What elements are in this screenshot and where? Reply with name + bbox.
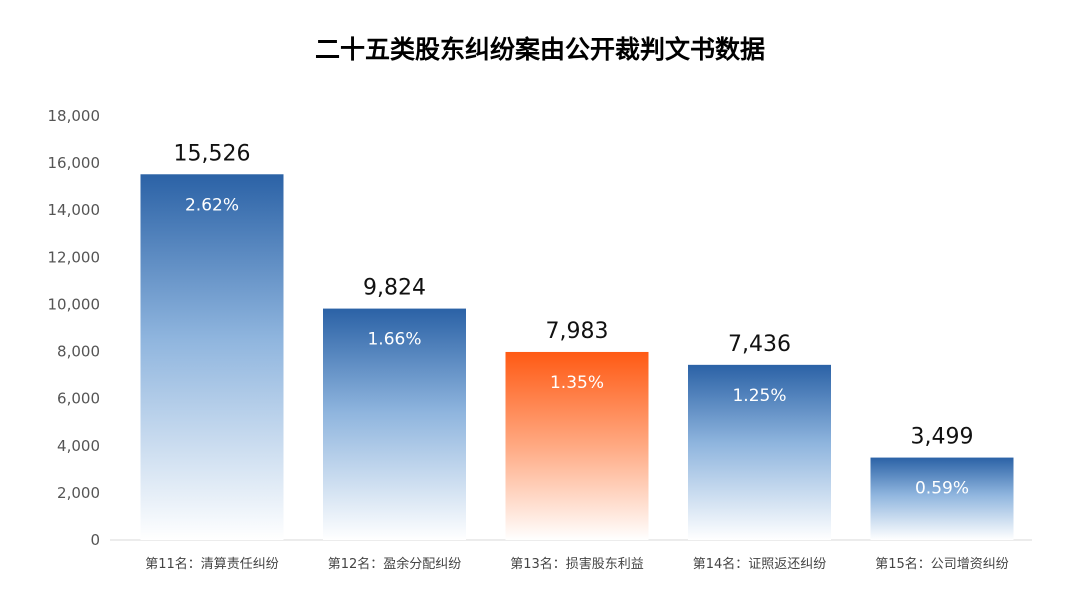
bar bbox=[323, 308, 466, 540]
y-tick-label: 14,000 bbox=[48, 201, 101, 219]
y-tick-label: 16,000 bbox=[48, 154, 101, 172]
bar-value-label: 15,526 bbox=[174, 141, 251, 166]
bar bbox=[870, 457, 1014, 540]
y-axis: 0 2,000 4,000 6,000 8,000 10,000 12,000 14,000 1… bbox=[48, 107, 101, 549]
bar-percent-label: 2.62% bbox=[185, 195, 239, 215]
bar-percent-label: 1.35% bbox=[550, 373, 604, 393]
bar-value-label: 7,983 bbox=[546, 319, 609, 344]
y-tick-label: 0 bbox=[90, 531, 100, 549]
y-tick-label: 8,000 bbox=[57, 343, 100, 361]
bar-percent-label: 0.59% bbox=[915, 479, 969, 499]
x-category-label: 第11名：清算责任纠纷 bbox=[145, 556, 279, 572]
bar-percent-label: 1.25% bbox=[732, 386, 786, 406]
y-tick-label: 6,000 bbox=[57, 390, 100, 408]
x-category-label: 第12名：盈余分配纠纷 bbox=[328, 556, 462, 572]
x-category-label: 第14名：证照返还纠纷 bbox=[693, 556, 827, 572]
bar-value-label: 9,824 bbox=[363, 276, 426, 301]
x-axis: 第11名：清算责任纠纷 第12名：盈余分配纠纷 第13名：损害股东利益 第14名：证照… bbox=[145, 556, 1009, 572]
bar bbox=[140, 174, 284, 541]
bar bbox=[688, 364, 831, 540]
bar-value-label: 7,436 bbox=[728, 332, 791, 357]
y-tick-label: 2,000 bbox=[57, 484, 100, 502]
bar-percent-label: 1.66% bbox=[367, 330, 421, 350]
x-category-label: 第13名：损害股东利益 bbox=[510, 556, 644, 572]
bars: 15,526 2.62% 9,824 1.66% 7,983 1.35% 7,436 1.25… bbox=[140, 141, 1014, 541]
bar bbox=[505, 351, 649, 540]
x-category-label: 第15名：公司增资纠纷 bbox=[875, 556, 1009, 572]
bar-value-label: 3,499 bbox=[911, 425, 974, 450]
y-tick-label: 10,000 bbox=[48, 295, 101, 313]
y-tick-label: 12,000 bbox=[48, 248, 101, 266]
y-tick-label: 18,000 bbox=[48, 107, 101, 125]
y-tick-label: 4,000 bbox=[57, 437, 100, 455]
chart-title: 二十五类股东纠纷案由公开裁判文书数据 bbox=[315, 35, 765, 64]
